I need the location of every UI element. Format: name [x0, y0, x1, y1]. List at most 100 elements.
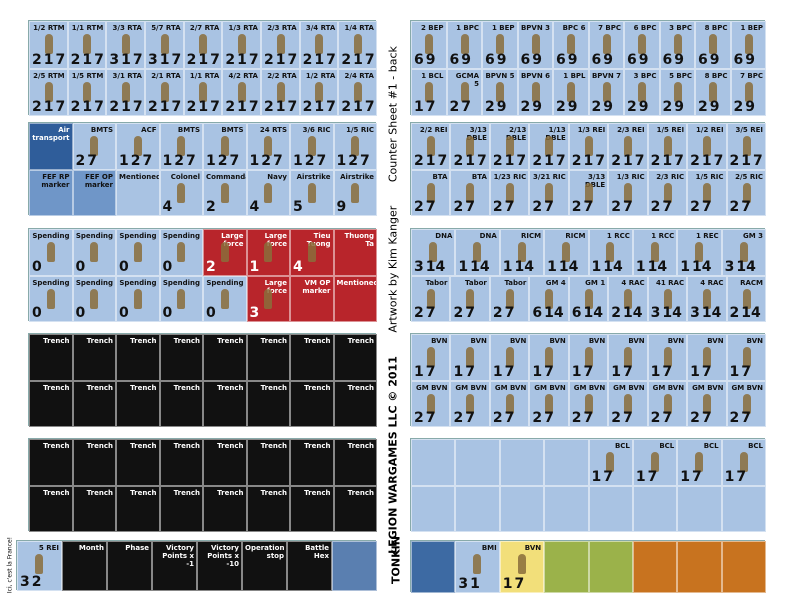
counter: 1/3 RIC 2 7	[608, 169, 648, 216]
counter-label: 2/5 RIC	[735, 172, 763, 181]
counter-label: 1 REC	[696, 232, 719, 240]
counter: 5 REI 3 2	[17, 541, 62, 591]
counter-value: 7	[287, 99, 298, 115]
counter-value: 0	[119, 305, 129, 321]
counter-label: Spending	[162, 278, 200, 287]
counter-value: 2	[70, 51, 81, 68]
counter-label: GM BVN	[494, 383, 527, 392]
counter-value: 7	[364, 99, 375, 115]
counter: Spending 0	[29, 275, 73, 322]
unit-figure	[673, 34, 682, 54]
counter: 1 BEP 6 9	[482, 21, 518, 69]
counter-value: 9	[674, 51, 684, 68]
counter-value: 7	[465, 199, 475, 215]
counter-value: 6	[414, 51, 424, 68]
counter-value: 7	[55, 99, 66, 115]
counter-label: 1/5 RTM	[71, 71, 104, 80]
counter-value: 1	[82, 51, 93, 68]
counter: ACF 1 2 7	[116, 123, 160, 170]
counter-value: 1	[119, 152, 129, 169]
counter-values: 0	[76, 260, 88, 274]
unit-figure	[264, 182, 273, 203]
counter-label: Tieu Tuong	[306, 232, 331, 248]
counter-value: 7	[132, 99, 143, 115]
counter: Mentioned	[333, 275, 377, 322]
counter-value: 1	[622, 152, 633, 169]
counter: 2/5 RIC 2 7	[726, 169, 766, 216]
counter-label: Trench	[86, 442, 113, 450]
counter-label: Trench	[304, 383, 331, 392]
counter-value: 9	[674, 99, 684, 115]
counter: DNA 3 14	[411, 229, 456, 276]
counter: Trench	[290, 439, 334, 486]
counter-value: 7	[461, 99, 471, 115]
counter-value: 14	[622, 305, 643, 321]
counter: 2 BEP 6 9	[411, 21, 447, 69]
counter-value: 9	[745, 99, 755, 115]
counter-value: 1	[198, 99, 209, 115]
counter: 2/4 RTA 2 1 7	[338, 68, 377, 116]
counter	[588, 485, 633, 532]
counter: BCL 1 7	[588, 439, 633, 486]
counter: GM 4 6 14	[529, 275, 569, 322]
counter-value: 6	[556, 51, 566, 68]
counter-value: 9	[532, 51, 542, 68]
counter-value: 7	[425, 363, 436, 380]
counter: BTA 2 7	[450, 169, 490, 216]
counter: 4/2 RTA 2 1 7	[222, 68, 261, 116]
counter-value: 7	[186, 152, 196, 169]
unit-figure	[673, 81, 682, 102]
counter-label: Thuong Ta	[344, 232, 374, 248]
counter-label: Trench	[43, 442, 70, 450]
counter-label: BVN	[707, 337, 724, 345]
counter-value: 7	[662, 363, 673, 380]
artwork: Artwork by Kim Kanger	[386, 205, 400, 333]
counter-value: 7	[55, 51, 66, 68]
unit-figure	[353, 34, 362, 54]
counter: Trench	[72, 485, 116, 532]
counter-value: 2	[217, 152, 228, 169]
unit-figure	[426, 288, 435, 309]
counter-label: BPVN 7	[591, 71, 621, 80]
counter: BVN 1 7	[529, 334, 569, 381]
counter-value: 2	[690, 152, 700, 169]
counter-label: DNA	[435, 232, 453, 240]
counter-value: 7	[741, 199, 752, 215]
counter-label: Trench	[130, 442, 157, 450]
counter: 2/3 RTA 2 1 7	[261, 21, 300, 69]
counter: Trench	[203, 485, 247, 532]
counter-label: BCL	[748, 442, 763, 450]
counter-value: 2	[32, 99, 42, 115]
counter-value: 3	[690, 305, 700, 321]
counter-label: 2/1 RTA	[151, 71, 181, 80]
counter-value: 7	[514, 576, 525, 592]
counter-value: 2	[492, 410, 503, 426]
counter-value: 1	[458, 258, 469, 275]
counter-value: 9	[496, 99, 507, 115]
counter-block: DNA 3 14 DNA 1 14 RICM 1 14 RICM 1 14 1 RCC 1 14 1 RCC 1…	[410, 228, 766, 322]
counter-label: Trench	[86, 383, 113, 392]
counter-value: 1	[249, 258, 260, 275]
counter-value: 2	[453, 410, 464, 426]
counter-value: 3	[20, 574, 30, 590]
counter: 3/1 RTA 2 1 7	[106, 68, 145, 116]
counter: 1/23 RIC 2 7	[489, 169, 530, 216]
counter-value: 2	[453, 199, 464, 215]
counter-label: 1/3 RIC	[616, 172, 645, 181]
unit-figure	[624, 136, 633, 156]
counter-label: Airstrike	[296, 172, 331, 181]
counter-value: 7	[544, 199, 554, 215]
unit-figure	[709, 34, 718, 54]
counter-value: 1	[680, 468, 690, 485]
counter: DNA 1 14	[455, 229, 500, 276]
unit-figure	[177, 242, 186, 262]
counter-value: 7	[94, 99, 104, 115]
